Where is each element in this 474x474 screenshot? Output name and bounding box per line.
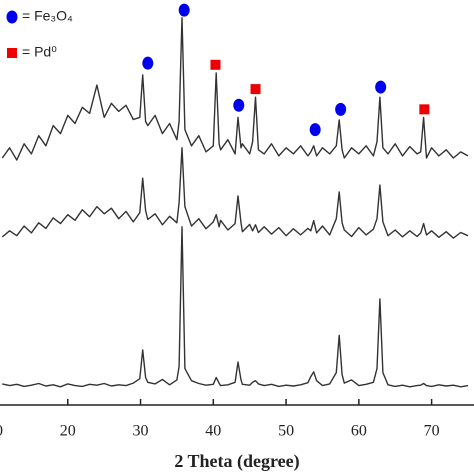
- peak-marker: [309, 123, 321, 137]
- x-tick-label: 60: [351, 423, 367, 440]
- peak-marker: [419, 104, 430, 115]
- peak-marker: [210, 59, 221, 70]
- x-tick-label: 70: [424, 423, 440, 440]
- x-tick-label: 30: [133, 423, 149, 440]
- peak-marker: [178, 3, 190, 17]
- legend-symbol: [6, 10, 18, 24]
- legend-symbol: [7, 48, 17, 58]
- x-tick-label: 40: [205, 423, 221, 440]
- legend-label: = Pd⁰: [22, 44, 57, 60]
- x-tick-label: 10: [0, 423, 3, 440]
- peak-marker: [250, 84, 261, 95]
- x-axis-label: 2 Theta (degree): [174, 451, 299, 472]
- xrd-trace: [1, 147, 469, 239]
- xrd-trace: [1, 17, 469, 161]
- peak-marker: [142, 56, 154, 70]
- x-tick-label: 50: [278, 423, 294, 440]
- peak-marker: [335, 102, 347, 116]
- peak-marker: [233, 98, 245, 112]
- x-tick-label: 20: [60, 423, 76, 440]
- legend-label: = Fe₃O₄: [22, 8, 73, 24]
- xrd-trace: [2, 226, 469, 388]
- peak-marker: [375, 80, 387, 94]
